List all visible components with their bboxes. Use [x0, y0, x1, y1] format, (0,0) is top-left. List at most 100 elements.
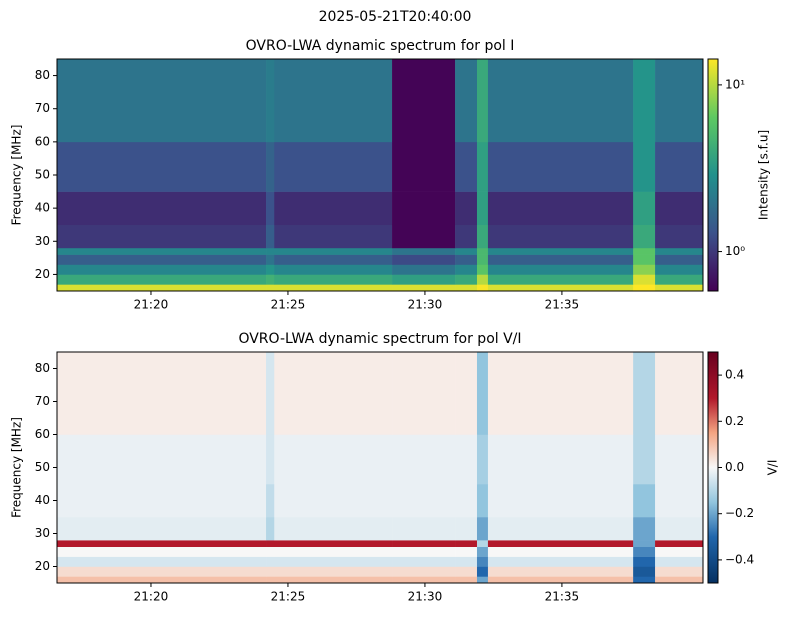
figure-title: 2025-05-21T20:40:00 — [319, 9, 472, 25]
colorbar-label: V/I — [766, 460, 780, 476]
heatmap-cell — [476, 224, 489, 249]
y-tick-label: 50 — [35, 460, 50, 474]
heatmap-cell — [392, 141, 456, 192]
heatmap-cell — [392, 254, 456, 265]
heatmap-cell — [633, 540, 656, 547]
colorbar-tick-label: 10⁰ — [725, 244, 745, 258]
heatmap-cell — [274, 224, 393, 249]
x-tick-label: 21:20 — [134, 590, 169, 604]
heatmap-cell — [655, 517, 704, 541]
heatmap-cell — [487, 566, 634, 577]
heatmap-cell — [392, 434, 456, 485]
heatmap-cell — [57, 247, 267, 255]
heatmap-cell — [633, 484, 656, 518]
y-tick-label: 20 — [35, 559, 50, 573]
heatmap-cell — [655, 576, 704, 584]
heatmap-cell — [455, 141, 478, 192]
heatmap-cell — [633, 434, 656, 485]
heatmap-cell — [392, 556, 456, 567]
y-tick-label: 70 — [35, 101, 50, 115]
x-tick-label: 21:20 — [134, 298, 169, 312]
heatmap — [57, 352, 704, 584]
heatmap-cell — [57, 434, 267, 485]
heatmap-cell — [487, 434, 634, 485]
heatmap-cell — [476, 141, 489, 192]
colorbar-tick-label: −0.4 — [725, 552, 754, 566]
heatmap-cell — [633, 546, 656, 557]
heatmap-cell — [655, 254, 704, 265]
heatmap-cell — [487, 546, 634, 557]
heatmap-cell — [274, 484, 393, 518]
heatmap-cell — [274, 284, 393, 292]
heatmap-cell — [487, 517, 634, 541]
heatmap-cell — [57, 284, 267, 292]
heatmap-cell — [392, 247, 456, 255]
heatmap-cell — [392, 191, 456, 226]
heatmap-cell — [655, 540, 704, 547]
heatmap-cell — [487, 254, 634, 265]
colorbar-tick-label: −0.2 — [725, 506, 754, 520]
heatmap-cell — [392, 484, 456, 518]
heatmap-cell — [274, 247, 393, 255]
y-tick-label: 70 — [35, 394, 50, 408]
heatmap-cell — [487, 484, 634, 518]
heatmap-cell — [57, 517, 267, 541]
heatmap-cell — [476, 247, 489, 255]
heatmap-cell — [476, 59, 489, 143]
heatmap-cell — [455, 540, 478, 547]
heatmap-cell — [476, 254, 489, 265]
chart-title: OVRO-LWA dynamic spectrum for pol I — [246, 38, 515, 54]
heatmap-cell — [633, 59, 656, 143]
heatmap-cell — [455, 556, 478, 567]
heatmap-cell — [655, 566, 704, 577]
heatmap-cell — [455, 254, 478, 265]
heatmap-cell — [476, 434, 489, 485]
heatmap-cell — [392, 576, 456, 584]
heatmap-cell — [655, 141, 704, 192]
heatmap-cell — [57, 484, 267, 518]
heatmap-cell — [655, 59, 704, 143]
heatmap — [57, 59, 704, 292]
heatmap-cell — [476, 546, 489, 557]
heatmap-cell — [274, 254, 393, 265]
heatmap-cell — [57, 352, 267, 435]
heatmap-cell — [392, 352, 456, 435]
heatmap-cell — [487, 141, 634, 192]
heatmap-cell — [476, 540, 489, 547]
y-tick-label: 40 — [35, 201, 50, 215]
heatmap-cell — [57, 556, 267, 567]
heatmap-cell — [266, 59, 275, 143]
heatmap-cell — [633, 264, 656, 275]
heatmap-cell — [487, 191, 634, 226]
heatmap-cell — [476, 352, 489, 435]
heatmap-cell — [633, 224, 656, 249]
heatmap-cell — [455, 434, 478, 485]
heatmap-cell — [57, 274, 267, 285]
heatmap-cell — [392, 224, 456, 249]
heatmap-cell — [274, 546, 393, 557]
heatmap-cell — [266, 224, 275, 249]
heatmap-cell — [655, 434, 704, 485]
heatmap-cell — [476, 274, 489, 285]
heatmap-cell — [476, 484, 489, 518]
heatmap-cell — [392, 274, 456, 285]
heatmap-cell — [57, 540, 267, 547]
heatmap-cell — [455, 284, 478, 292]
heatmap-cell — [655, 224, 704, 249]
y-tick-label: 50 — [35, 168, 50, 182]
heatmap-cell — [274, 517, 393, 541]
heatmap-cell — [633, 284, 656, 292]
heatmap-cell — [266, 540, 275, 547]
heatmap-cell — [266, 434, 275, 485]
heatmap-cell — [274, 540, 393, 547]
heatmap-cell — [487, 274, 634, 285]
heatmap-cell — [266, 556, 275, 567]
heatmap-cell — [274, 556, 393, 567]
heatmap-cell — [455, 576, 478, 584]
colorbar-tick-label: 0.0 — [725, 460, 744, 474]
heatmap-cell — [476, 264, 489, 275]
heatmap-cell — [266, 191, 275, 226]
heatmap-cell — [455, 352, 478, 435]
heatmap-cell — [266, 517, 275, 541]
